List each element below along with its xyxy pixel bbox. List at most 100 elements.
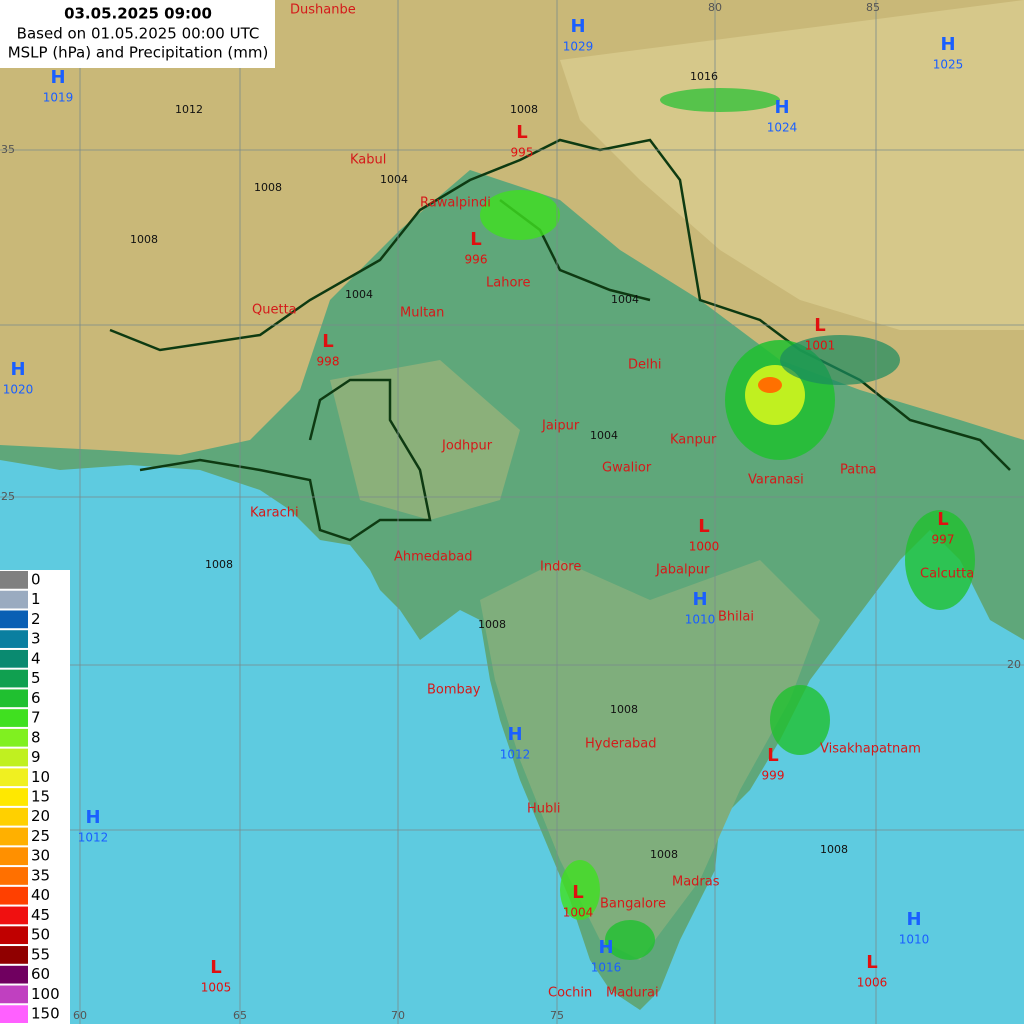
legend-label: 55 — [31, 945, 50, 963]
pressure-center: H — [507, 724, 522, 745]
city-label: Jabalpur — [655, 563, 710, 578]
legend-label: 1 — [31, 590, 41, 608]
pressure-center: H — [570, 16, 585, 37]
legend-label: 150 — [31, 1005, 60, 1023]
pressure-value: 1024 — [767, 121, 798, 135]
legend-swatch — [0, 689, 28, 708]
city-label: Jodhpur — [441, 439, 493, 454]
pressure-center: L — [937, 509, 948, 530]
pressure-value: 995 — [511, 146, 534, 160]
isobar-label: 1004 — [345, 288, 373, 301]
pressure-value: 1012 — [500, 748, 531, 762]
isobar-label: 1004 — [590, 429, 618, 442]
pressure-value: 1012 — [78, 831, 109, 845]
highland — [480, 560, 820, 960]
city-label: Cochin — [548, 986, 592, 1001]
isobar-label: 1016 — [690, 70, 718, 83]
isobar-label: 1004 — [611, 293, 639, 306]
pressure-center: H — [774, 97, 789, 118]
city-label: Bombay — [427, 683, 481, 698]
legend-swatch — [0, 630, 28, 648]
pressure-center: H — [906, 909, 921, 930]
legend-swatch — [0, 590, 28, 609]
legend-swatch — [0, 748, 28, 767]
title: 03.05.2025 09:00 — [64, 5, 212, 23]
pressure-value: 1016 — [591, 961, 622, 975]
grid-label: 85 — [866, 1, 880, 14]
city-label: Bhilai — [718, 610, 754, 625]
pressure-value: 1010 — [899, 933, 930, 947]
legend-label: 100 — [31, 985, 60, 1003]
legend-swatch — [0, 946, 28, 964]
pressure-value: 1029 — [563, 40, 594, 54]
pressure-value: 1019 — [43, 91, 74, 105]
city-label: Gwalior — [602, 461, 652, 476]
pressure-center: H — [85, 807, 100, 828]
city-label: Indore — [540, 560, 581, 575]
thar — [330, 360, 520, 520]
pressure-value: 1005 — [201, 981, 232, 995]
legend-label: 6 — [31, 689, 41, 707]
pressure-center: H — [940, 34, 955, 55]
pressure-value: 998 — [317, 355, 340, 369]
pressure-value: 1000 — [689, 540, 720, 554]
pressure-value: 1025 — [933, 58, 964, 72]
pressure-center: L — [767, 745, 778, 766]
legend-label: 5 — [31, 669, 41, 687]
pressure-center: L — [322, 331, 333, 352]
pressure-value: 1010 — [685, 613, 716, 627]
pressure-value: 1020 — [3, 383, 34, 397]
city-label: Quetta — [252, 303, 297, 318]
precipitation — [480, 88, 975, 960]
city-label: Varanasi — [748, 473, 804, 488]
legend-label: 45 — [31, 906, 50, 924]
city-label: Calcutta — [920, 567, 974, 582]
legend-swatch — [0, 827, 28, 846]
city-label: Bangalore — [600, 897, 666, 912]
city-label: Karachi — [250, 506, 299, 521]
city-label: Delhi — [628, 358, 661, 373]
legend-label: 0 — [31, 570, 41, 588]
city-label: Madurai — [606, 986, 659, 1001]
grid-label: 80 — [708, 1, 722, 14]
legend-swatch — [0, 807, 28, 826]
pressure-center: H — [10, 359, 25, 380]
legend-label: 7 — [31, 709, 41, 727]
city-label: Dushanbe — [290, 3, 356, 18]
pressure-value: 1004 — [563, 906, 594, 920]
legend-swatch — [0, 1005, 28, 1023]
pressure-value: 999 — [762, 769, 785, 783]
isobar-label: 1008 — [610, 703, 638, 716]
legend-swatch — [0, 906, 28, 925]
subtitle: Based on 01.05.2025 00:00 UTC — [17, 25, 260, 43]
city-label: Kabul — [350, 153, 386, 168]
pressure-value: 996 — [465, 253, 488, 267]
legend-swatch — [0, 926, 28, 945]
city-label: Ahmedabad — [394, 550, 472, 565]
legend-swatch — [0, 728, 28, 747]
pressure-value: 1006 — [857, 976, 888, 990]
legend-swatch — [0, 669, 28, 688]
isobar-label: 1008 — [820, 843, 848, 856]
legend-swatch — [0, 965, 28, 984]
isobar-label: 1008 — [650, 848, 678, 861]
legend-label: 50 — [31, 926, 50, 944]
isobar-label: 1008 — [254, 181, 282, 194]
subtitle: MSLP (hPa) and Precipitation (mm) — [8, 44, 269, 62]
pressure-center: H — [50, 67, 65, 88]
city-label: Hyderabad — [585, 737, 657, 752]
legend-label: 8 — [31, 728, 41, 746]
legend-label: 4 — [31, 649, 41, 667]
isobar-label: 1008 — [130, 233, 158, 246]
city-label: Madras — [672, 875, 720, 890]
pressure-center: L — [210, 957, 221, 978]
pressure-center: H — [692, 589, 707, 610]
legend-label: 20 — [31, 807, 50, 825]
legend-label: 3 — [31, 630, 41, 648]
grid-label: 60 — [73, 1009, 87, 1022]
grid-label: 65 — [233, 1009, 247, 1022]
isobar-label: 1008 — [510, 103, 538, 116]
pressure-center: L — [814, 315, 825, 336]
